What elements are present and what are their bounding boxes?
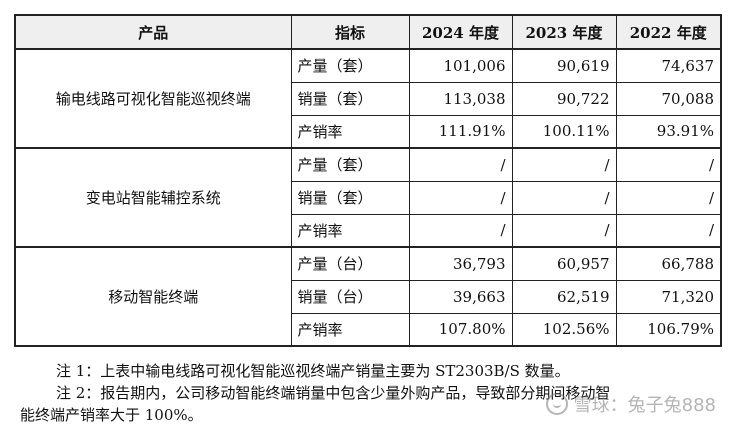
- table-row: 输电线路可视化智能巡视终端 产量（套） 101,006 90,619 74,63…: [14, 48, 722, 149]
- value-2024: 107.80%: [408, 312, 513, 347]
- value-2022: 71,320: [615, 279, 722, 314]
- metric-label: 产销率: [290, 213, 410, 248]
- snowball-logo-icon: [545, 393, 568, 415]
- value-2023: /: [511, 147, 617, 182]
- metric-label: 产销率: [290, 312, 410, 347]
- header-2024: 2024 年度: [408, 14, 513, 50]
- product-name: 输电线路可视化智能巡视终端: [14, 48, 292, 149]
- metric-label: 产量（套）: [290, 48, 410, 83]
- header-2023: 2023 年度: [511, 14, 617, 50]
- metric-label: 销量（套）: [290, 180, 410, 215]
- watermark-text: 雪球：兔子兔888: [573, 395, 716, 416]
- value-2023: 62,519: [511, 279, 617, 314]
- value-2022: /: [615, 180, 722, 215]
- value-2024: 101,006: [408, 48, 513, 83]
- metric-label: 产量（台）: [290, 246, 410, 281]
- metric-label: 产销率: [290, 114, 410, 149]
- note-2: 注 2：报告期内，公司移动智能终端销量中包含少量外购产品，导致部分期间移动智: [56, 384, 611, 402]
- value-2024: /: [408, 147, 513, 182]
- header-metric: 指标: [290, 14, 410, 50]
- value-2023: /: [511, 180, 617, 215]
- metric-label: 销量（台）: [290, 279, 410, 314]
- value-2023: 100.11%: [511, 114, 617, 149]
- table-row: 销量（套） / / /: [15, 180, 722, 215]
- table-row: 产销率 107.80% 102.56% 106.79%: [15, 312, 722, 347]
- product-name: 变电站智能辅控系统: [14, 147, 292, 248]
- value-2024: 36,793: [408, 246, 513, 281]
- value-2024: /: [408, 213, 513, 248]
- note-2-continued: 能终端产销率大于 100%。: [20, 406, 203, 424]
- value-2023: 60,957: [511, 246, 617, 281]
- note-1: 注 1：上表中输电线路可视化智能巡视终端产销量主要为 ST2303B/S 数量。: [56, 362, 570, 380]
- table-header-row: 产品 指标 2024 年度 2023 年度 2022 年度: [14, 14, 722, 50]
- product-name: 移动智能终端: [14, 246, 292, 347]
- watermark: 雪球：兔子兔888: [545, 391, 716, 417]
- value-2022: 70,088: [615, 81, 722, 116]
- value-2023: 102.56%: [511, 312, 617, 347]
- table-row: 产销率 111.91% 100.11% 93.91%: [15, 114, 722, 149]
- value-2024: 113,038: [408, 81, 513, 116]
- header-2022: 2022 年度: [615, 14, 722, 50]
- value-2022: /: [615, 213, 722, 248]
- production-sales-table: 产品 指标 2024 年度 2023 年度 2022 年度 输电线路可视化智能巡…: [14, 14, 722, 347]
- header-product: 产品: [14, 14, 292, 50]
- value-2022: 74,637: [615, 48, 722, 83]
- value-2023: /: [511, 213, 617, 248]
- value-2022: 106.79%: [615, 312, 722, 347]
- table-notes: 注 1：上表中输电线路可视化智能巡视终端产销量主要为 ST2303B/S 数量。…: [20, 360, 724, 426]
- value-2024: 39,663: [408, 279, 513, 314]
- value-2024: 111.91%: [408, 114, 513, 149]
- value-2022: /: [615, 147, 722, 182]
- metric-label: 销量（套）: [290, 81, 410, 116]
- value-2024: /: [408, 180, 513, 215]
- value-2023: 90,619: [511, 48, 617, 83]
- metric-label: 产量（套）: [290, 147, 410, 182]
- value-2022: 66,788: [615, 246, 722, 281]
- value-2022: 93.91%: [615, 114, 722, 149]
- table-row: 移动智能终端 产量（台） 36,793 60,957 66,788: [14, 246, 722, 347]
- value-2023: 90,722: [511, 81, 617, 116]
- table-row: 销量（套） 113,038 90,722 70,088: [15, 81, 722, 116]
- table-row: 变电站智能辅控系统 产量（套） / / /: [14, 147, 722, 248]
